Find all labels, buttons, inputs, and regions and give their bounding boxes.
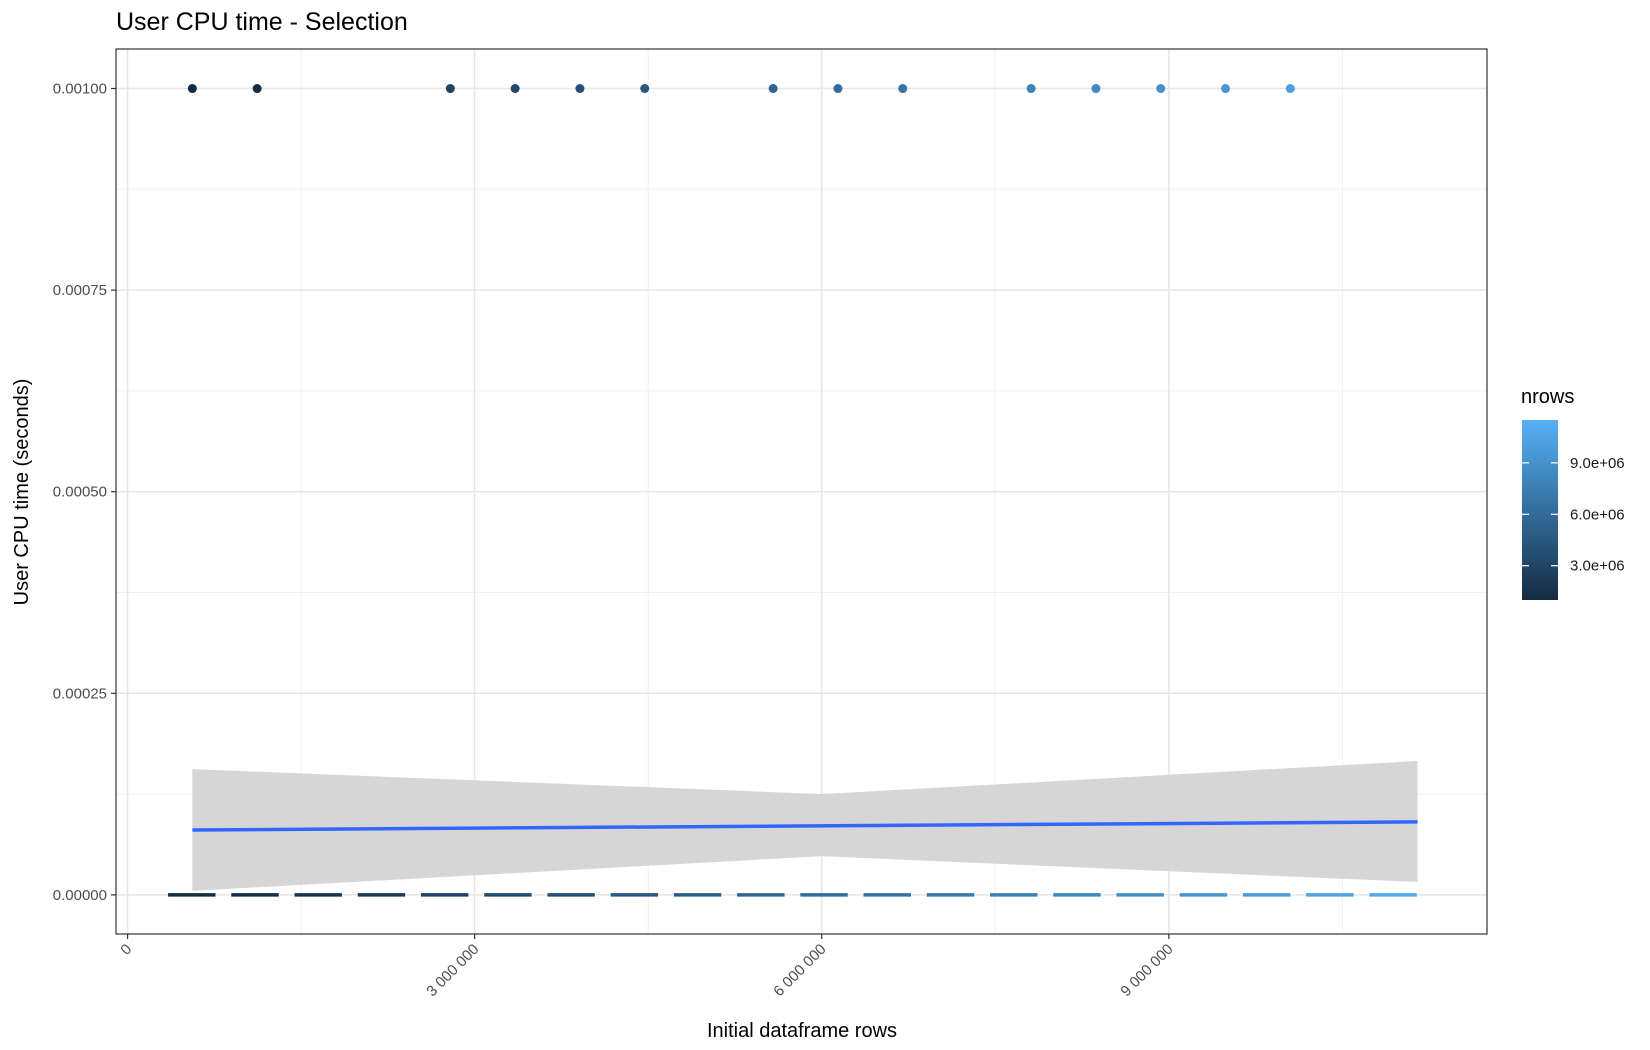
x-tick-label: 9 000 000 <box>1117 941 1176 1000</box>
x-tick-label: 0 <box>117 941 135 959</box>
y-tick-label: 0.00025 <box>53 685 107 702</box>
points-layer <box>187 84 1295 94</box>
y-axis-title: User CPU time (seconds) <box>11 379 33 606</box>
data-point <box>510 84 520 94</box>
data-point <box>898 84 908 94</box>
chart-title: User CPU time - Selection <box>116 8 408 36</box>
data-point <box>1156 84 1166 94</box>
data-point <box>833 84 843 94</box>
y-tick-label: 0.00100 <box>53 81 107 98</box>
legend-tick-label: 3.0e+06 <box>1570 558 1625 575</box>
data-point <box>1285 84 1295 94</box>
trend-line-layer <box>192 820 1418 832</box>
legend-tick-label: 6.0e+06 <box>1570 506 1625 523</box>
legend-tick-label: 9.0e+06 <box>1570 455 1625 472</box>
y-tick-label: 0.00000 <box>53 887 107 904</box>
data-point <box>1026 84 1036 94</box>
data-point <box>187 84 197 94</box>
trend-line <box>192 820 1418 832</box>
data-point <box>575 84 585 94</box>
data-point <box>640 84 650 94</box>
y-tick-label: 0.00050 <box>53 484 107 501</box>
legend-colorbar <box>1522 420 1558 600</box>
data-point <box>1221 84 1231 94</box>
data-point <box>1091 84 1101 94</box>
x-tick-label: 3 000 000 <box>423 941 482 1000</box>
x-tick-label: 6 000 000 <box>770 941 829 1000</box>
x-axis-ticks: 0 3 000 000 6 000 000 9 000 000 <box>117 934 1177 1000</box>
legend: nrows 3.0e+06 6.0e+06 9.0e+06 <box>1521 386 1625 600</box>
x-axis-title: Initial dataframe rows <box>707 1020 897 1042</box>
legend-title: nrows <box>1521 386 1574 408</box>
legend-ticks: 3.0e+06 6.0e+06 9.0e+06 <box>1522 455 1625 575</box>
y-axis-ticks: 0.00000 0.00025 0.00050 0.00075 0.00100 <box>53 81 116 904</box>
data-point <box>252 84 262 94</box>
data-point <box>768 84 778 94</box>
data-point <box>445 84 455 94</box>
y-tick-label: 0.00075 <box>53 282 107 299</box>
